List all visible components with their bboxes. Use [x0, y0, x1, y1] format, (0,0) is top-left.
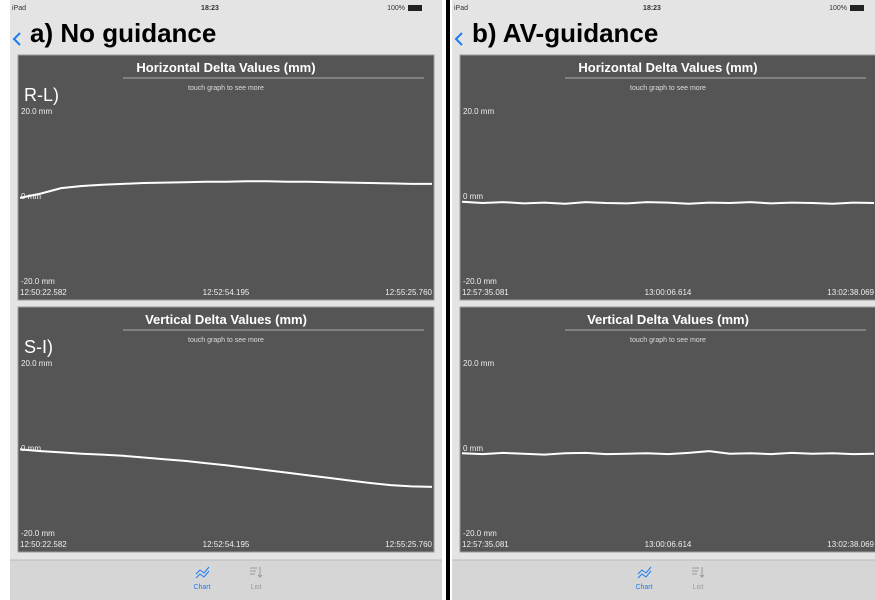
status-time: 18:23 — [643, 5, 661, 12]
chart-subtitle: touch graph to see more — [630, 337, 706, 344]
x-tick-label: 12:52:54.195 — [203, 288, 250, 297]
y-tick-label: 20.0 mm — [463, 359, 494, 368]
x-tick-label: 12:57:35.081 — [462, 288, 509, 297]
y-tick-label: -20.0 mm — [21, 529, 55, 538]
chart-title: Horizontal Delta Values (mm) — [136, 60, 315, 75]
chart-panel — [459, 306, 875, 553]
chart-panel — [17, 306, 435, 553]
chart-panel — [459, 54, 875, 301]
tab-bar — [452, 560, 875, 600]
x-tick-label: 12:50:22.582 — [20, 540, 67, 549]
y-tick-label: 20.0 mm — [21, 359, 52, 368]
status-device: iPad — [12, 5, 26, 12]
x-tick-label: 12:52:54.195 — [203, 540, 250, 549]
screen-heading: b) AV-guidance — [472, 18, 658, 48]
y-tick-label: 20.0 mm — [463, 107, 494, 116]
x-tick-label: 13:00:06.614 — [645, 288, 692, 297]
chart-title: Horizontal Delta Values (mm) — [578, 60, 757, 75]
y-tick-label: 0 mm — [463, 444, 483, 453]
x-tick-label: 12:55:25.760 — [385, 540, 432, 549]
chart-subtitle: touch graph to see more — [630, 85, 706, 92]
status-time: 18:23 — [201, 5, 219, 12]
y-tick-label: 0 mm — [463, 192, 483, 201]
x-tick-label: 13:00:06.614 — [645, 540, 692, 549]
axis-annotation: R-L) — [24, 85, 59, 105]
tab-icon — [250, 567, 263, 579]
data-line — [461, 450, 875, 456]
chart-subtitle: touch graph to see more — [188, 337, 264, 344]
tab-bar — [10, 560, 442, 600]
chart-title: Vertical Delta Values (mm) — [587, 312, 749, 327]
x-tick-label: 13:02:38.069 — [827, 288, 874, 297]
x-tick-label: 12:57:35.081 — [462, 540, 509, 549]
tab-icon — [195, 566, 210, 579]
data-line — [19, 180, 432, 199]
back-button[interactable] — [12, 32, 21, 46]
tab-label[interactable]: List — [251, 584, 262, 591]
y-tick-label: 0 mm — [21, 444, 41, 453]
screen-heading: a) No guidance — [30, 18, 216, 48]
data-line — [19, 448, 433, 488]
battery-icon — [850, 5, 864, 11]
chart-title: Vertical Delta Values (mm) — [145, 312, 307, 327]
status-battery: 100% — [829, 5, 847, 12]
tab-icon — [692, 567, 705, 579]
y-tick-label: -20.0 mm — [463, 277, 497, 286]
status-battery: 100% — [387, 5, 405, 12]
x-tick-label: 12:55:25.760 — [385, 288, 432, 297]
data-line — [461, 200, 875, 205]
y-tick-label: -20.0 mm — [21, 277, 55, 286]
y-tick-label: 20.0 mm — [21, 107, 52, 116]
divider — [446, 0, 450, 600]
status-device: iPad — [454, 5, 468, 12]
x-tick-label: 12:50:22.582 — [20, 288, 67, 297]
battery-icon — [408, 5, 422, 11]
chart-subtitle: touch graph to see more — [188, 85, 264, 92]
y-tick-label: -20.0 mm — [463, 529, 497, 538]
x-tick-label: 13:02:38.069 — [827, 540, 874, 549]
back-button[interactable] — [454, 32, 463, 46]
tab-label[interactable]: Chart — [193, 584, 210, 591]
axis-annotation: S-I) — [24, 337, 53, 357]
tab-label[interactable]: Chart — [635, 584, 652, 591]
tab-label[interactable]: List — [693, 584, 704, 591]
tab-icon — [637, 566, 652, 579]
chart-panel — [17, 54, 435, 301]
